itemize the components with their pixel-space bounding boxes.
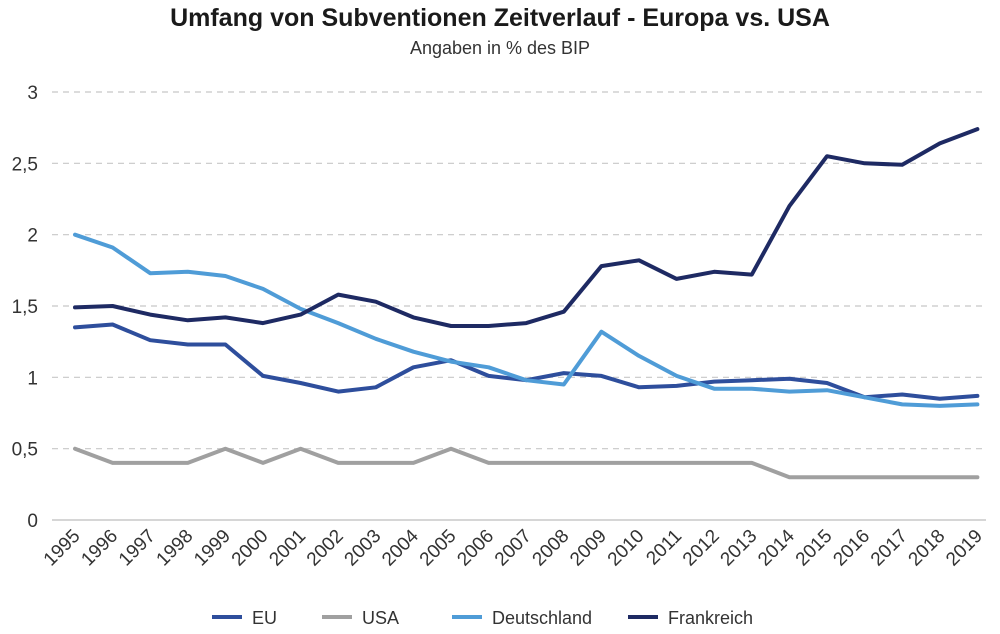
y-tick-label: 0 [27, 511, 38, 532]
legend-label-eu: EU [252, 608, 277, 628]
x-tick-label: 1999 [190, 526, 235, 571]
x-tick-label: 2003 [341, 526, 386, 571]
legend-label-frankreich: Frankreich [668, 608, 753, 628]
x-tick-label: 2011 [642, 526, 686, 570]
legend: EU USA Deutschland Frankreich [212, 608, 753, 628]
y-tick-label: 1 [27, 368, 38, 389]
y-tick-label: 3 [27, 83, 38, 104]
x-tick-label: 2016 [829, 526, 874, 571]
series-line-usa [73, 446, 980, 480]
x-tick-label: 2002 [303, 526, 348, 571]
x-tick-label: 2014 [754, 525, 799, 570]
x-tick-label: 2007 [491, 526, 536, 571]
x-tick-label: 2012 [679, 526, 724, 571]
legend-label-usa: USA [362, 608, 399, 628]
x-tick-label: 1997 [115, 526, 160, 571]
y-tick-label: 2,5 [12, 154, 38, 175]
series-line-frankreich [73, 127, 980, 328]
legend-label-deutschland: Deutschland [492, 608, 592, 628]
y-tick-label: 2 [27, 226, 38, 247]
y-tick-label: 0,5 [12, 440, 38, 461]
x-tick-label: 2001 [265, 526, 310, 571]
x-tick-label: 1996 [77, 526, 122, 571]
x-tick-label: 1995 [40, 526, 85, 571]
x-tick-label: 2004 [378, 525, 423, 570]
series-line-eu [73, 322, 980, 401]
x-tick-label: 2010 [604, 526, 649, 571]
y-tick-label: 1,5 [12, 297, 38, 318]
x-tick-label: 2000 [228, 526, 273, 571]
x-tick-label: 2013 [717, 526, 762, 571]
x-tick-label: 2006 [453, 526, 498, 571]
x-tick-label: 2005 [416, 526, 461, 571]
chart-title: Umfang von Subventionen Zeitverlauf - Eu… [170, 4, 830, 32]
x-tick-label: 2008 [529, 526, 574, 571]
chart-subtitle: Angaben in % des BIP [409, 38, 591, 58]
x-tick-label: 2009 [566, 526, 611, 571]
x-tick-label: 2018 [905, 526, 950, 571]
x-tick-label: 2015 [792, 526, 837, 571]
series-lines [73, 127, 980, 480]
x-tick-label: 2019 [942, 526, 987, 571]
x-tick-label: 1998 [153, 526, 198, 571]
x-tick-label: 2017 [867, 526, 912, 571]
series-line-deutschland [73, 232, 980, 408]
